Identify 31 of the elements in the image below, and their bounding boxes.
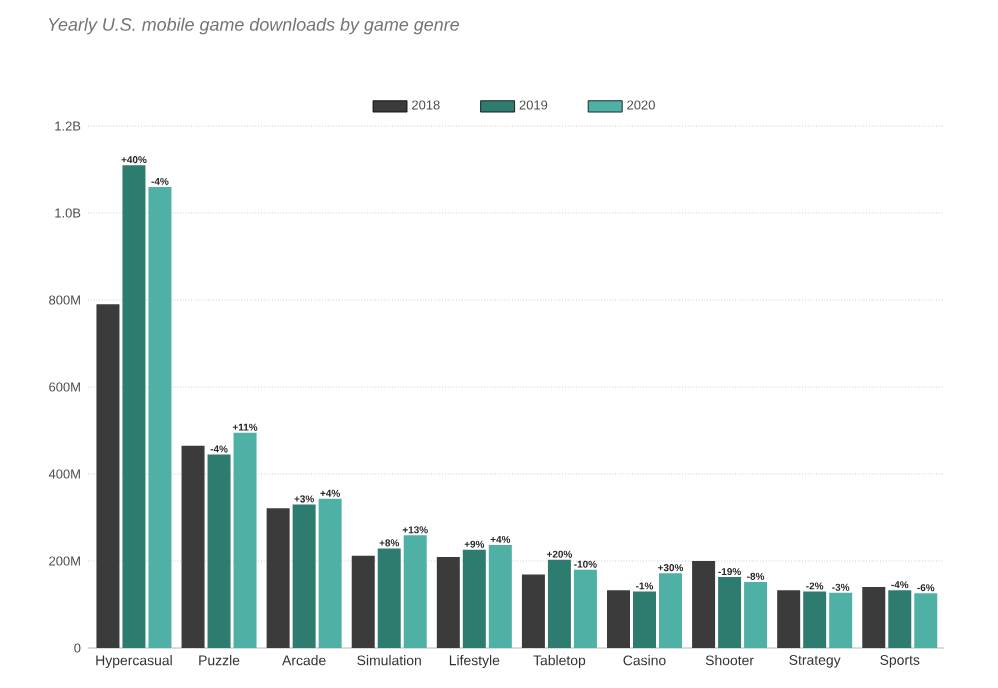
bar <box>659 573 682 648</box>
bar <box>862 587 886 648</box>
bar <box>777 590 801 648</box>
bar <box>888 590 912 648</box>
bar <box>573 569 597 648</box>
bar <box>148 186 172 648</box>
bar <box>403 535 427 648</box>
bar <box>521 574 545 648</box>
bar <box>607 590 630 648</box>
bar <box>744 581 768 648</box>
bar <box>829 592 853 648</box>
bar <box>377 548 401 648</box>
bar <box>436 557 460 648</box>
bar <box>292 504 316 648</box>
bar <box>233 432 257 648</box>
bar <box>318 498 342 648</box>
chart-title: Yearly U.S. mobile game downloads by game genre <box>48 17 459 35</box>
bar <box>547 559 571 648</box>
bar <box>692 561 716 648</box>
bar <box>488 544 512 648</box>
bar <box>633 591 656 648</box>
bar <box>803 591 827 648</box>
bar <box>96 304 120 648</box>
bar <box>207 454 231 648</box>
bar <box>914 593 938 648</box>
bar <box>351 555 375 648</box>
bar <box>122 165 146 648</box>
bar <box>718 577 742 648</box>
bar <box>181 445 205 648</box>
bar <box>462 549 486 648</box>
bar <box>266 508 290 648</box>
